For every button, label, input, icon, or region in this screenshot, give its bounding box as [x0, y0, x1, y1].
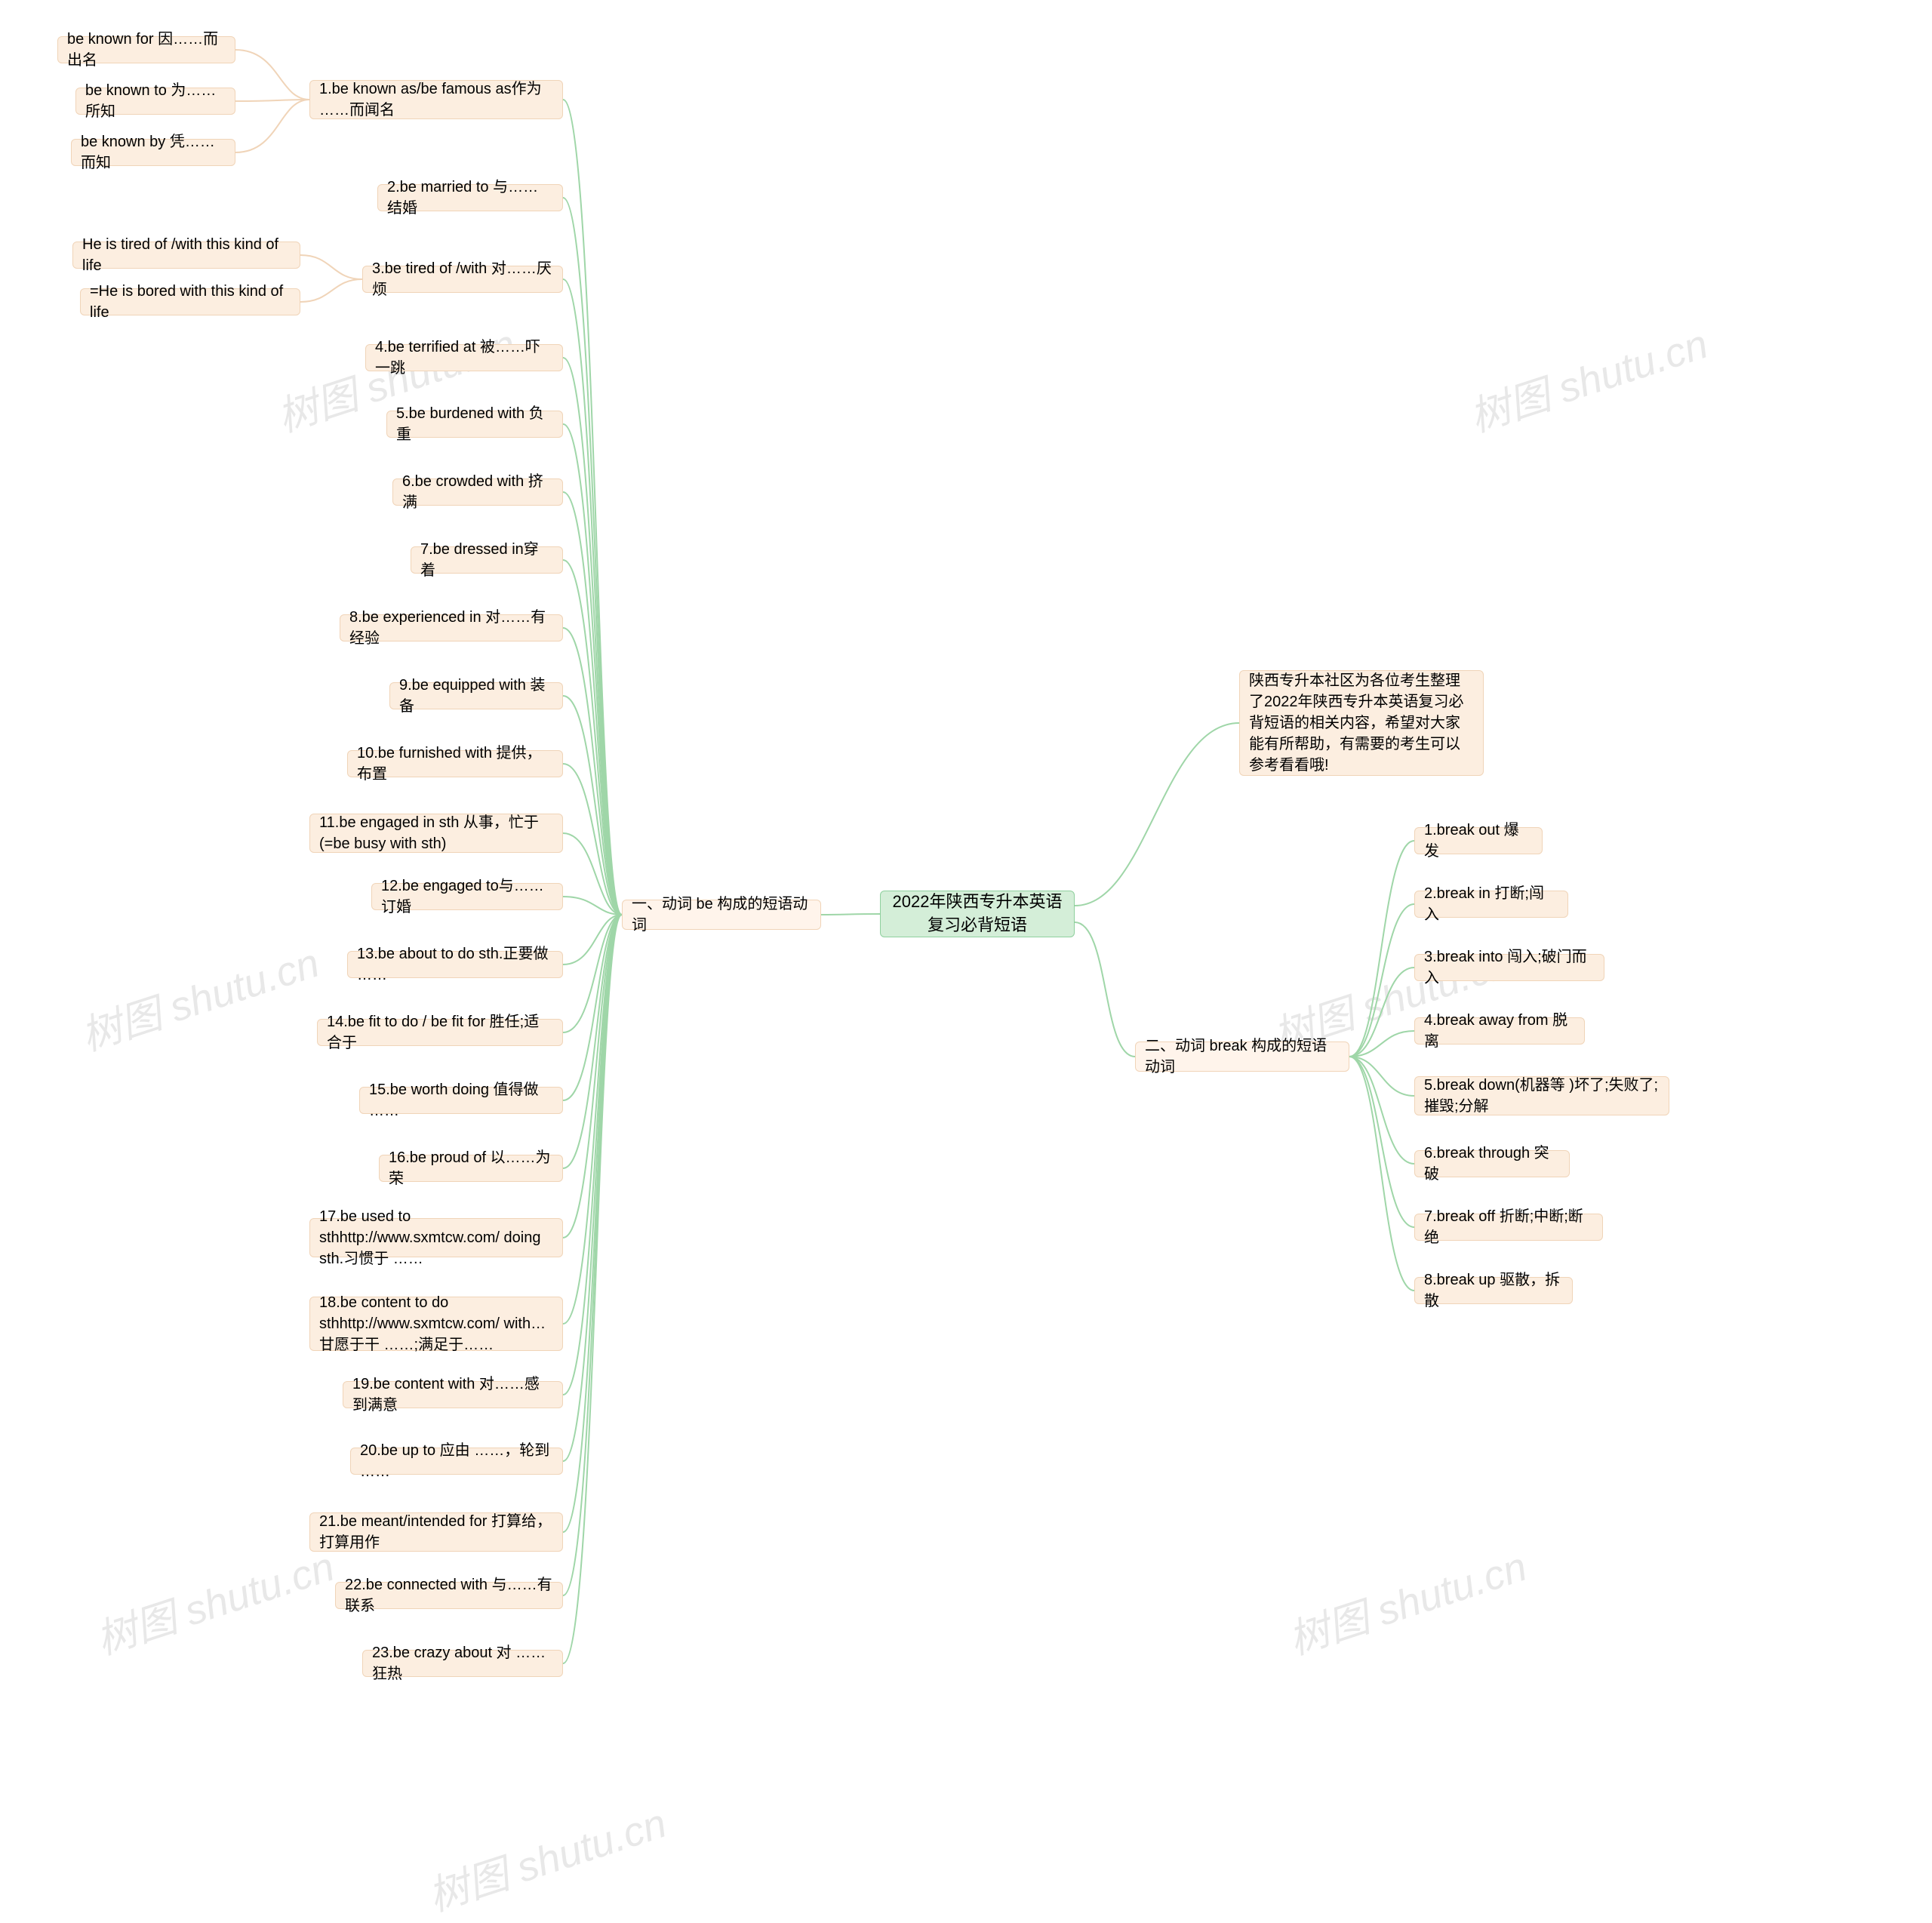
s2-item-5: 5.break down(机器等 )坏了;失败了;摧毁;分解	[1414, 1076, 1669, 1115]
s2-item-3: 3.break into 闯入;破门而入	[1414, 954, 1604, 981]
s1-item-1-child-1: be known for 因……而出名	[57, 36, 235, 63]
s1-item-1-child-3: be known by 凭……而知	[71, 139, 235, 166]
s1-item-19: 19.be content with 对……感到满意	[343, 1381, 563, 1408]
s1-item-18: 18.be content to do sthhttp://www.sxmtcw…	[309, 1297, 563, 1351]
s2-item-6: 6.break through 突破	[1414, 1150, 1570, 1177]
s1-item-4: 4.be terrified at 被……吓一跳	[365, 344, 563, 371]
s1-item-2: 2.be married to 与……结婚	[377, 184, 563, 211]
s1-item-7: 7.be dressed in穿着	[411, 546, 563, 574]
s2-item-2: 2.break in 打断;闯入	[1414, 891, 1568, 918]
s1-item-17: 17.be used to sthhttp://www.sxmtcw.com/ …	[309, 1218, 563, 1257]
s1-item-8: 8.be experienced in 对……有经验	[340, 614, 563, 642]
s1-item-9: 9.be equipped with 装备	[389, 682, 563, 709]
s1-item-3-child-1: He is tired of /with this kind of life	[72, 242, 300, 269]
s1-item-14: 14.be fit to do / be fit for 胜任;适合于	[317, 1019, 563, 1046]
s1-item-16: 16.be proud of 以……为荣	[379, 1155, 563, 1182]
s1-item-5: 5.be burdened with 负重	[386, 411, 563, 438]
s1-item-10: 10.be furnished with 提供，布置	[347, 750, 563, 777]
s2-item-4: 4.break away from 脱离	[1414, 1017, 1585, 1045]
s1-item-1: 1.be known as/be famous as作为 ……而闻名	[309, 80, 563, 119]
s1-item-23: 23.be crazy about 对 ……狂热	[362, 1650, 563, 1677]
s1-item-3: 3.be tired of /with 对……厌烦	[362, 266, 563, 293]
intro-node: 陕西专升本社区为各位考生整理了2022年陕西专升本英语复习必背短语的相关内容，希…	[1239, 670, 1484, 776]
section1-title: 一、动词 be 构成的短语动词	[622, 900, 821, 930]
s2-item-1: 1.break out 爆发	[1414, 827, 1543, 854]
s2-item-8: 8.break up 驱散，拆散	[1414, 1277, 1573, 1304]
watermark: 树图 shutu.cn	[1280, 1533, 1534, 1666]
s1-item-3-child-2: =He is bored with this kind of life	[80, 288, 300, 315]
s1-item-22: 22.be connected with 与……有联系	[335, 1582, 563, 1609]
s2-item-7: 7.break off 折断;中断;断绝	[1414, 1214, 1603, 1241]
s1-item-6: 6.be crowded with 挤满	[392, 478, 563, 506]
watermark: 树图 shutu.cn	[88, 1533, 341, 1666]
watermark: 树图 shutu.cn	[420, 1789, 673, 1922]
s1-item-21: 21.be meant/intended for 打算给，打算用作	[309, 1512, 563, 1552]
watermark: 树图 shutu.cn	[1461, 310, 1715, 443]
center-node: 2022年陕西专升本英语复习必背短语	[880, 891, 1075, 937]
s1-item-11: 11.be engaged in sth 从事，忙于 (=be busy wit…	[309, 814, 563, 853]
s1-item-13: 13.be about to do sth.正要做 ……	[347, 951, 563, 978]
section2-title: 二、动词 break 构成的短语动词	[1135, 1041, 1349, 1072]
s1-item-12: 12.be engaged to与……订婚	[371, 883, 563, 910]
s1-item-1-child-2: be known to 为……所知	[75, 88, 235, 115]
s1-item-20: 20.be up to 应由 ……，轮到 ……	[350, 1448, 563, 1475]
watermark: 树图 shutu.cn	[72, 929, 326, 1062]
s1-item-15: 15.be worth doing 值得做 ……	[359, 1087, 563, 1114]
